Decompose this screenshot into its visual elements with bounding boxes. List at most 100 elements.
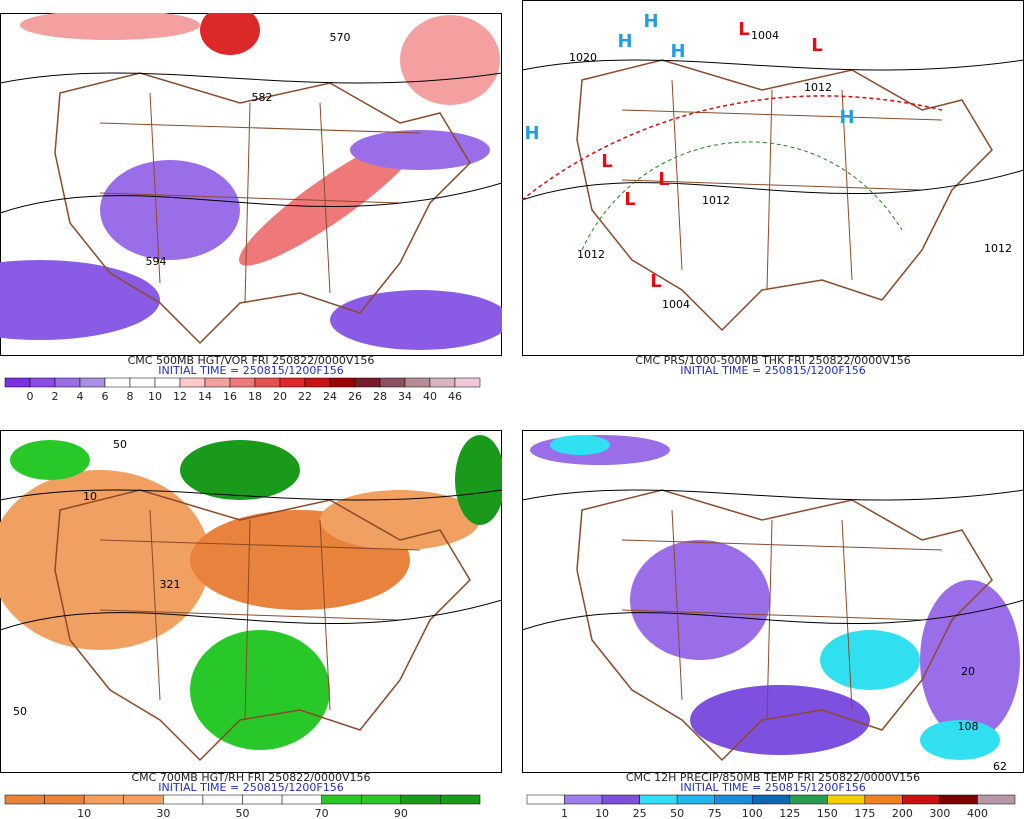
- colorbar-swatch: [254, 377, 281, 388]
- shaded-area: [920, 720, 1000, 760]
- map: [0, 13, 502, 350]
- colorbar-swatch: [163, 794, 204, 805]
- contour: [0, 599, 502, 631]
- shaded-area: [820, 630, 920, 690]
- shaded-area: [200, 13, 260, 55]
- pressure-center: H: [839, 107, 854, 128]
- contour-label: 10: [83, 490, 97, 503]
- state-line: [621, 179, 923, 191]
- thickness-line: [581, 141, 903, 251]
- state-line: [99, 122, 421, 134]
- contour-label: 1012: [577, 248, 605, 261]
- colorbar-label: 10: [77, 807, 91, 819]
- shaded-area: [320, 490, 480, 550]
- colorbar-label: 125: [779, 807, 800, 819]
- colorbar-label: 26: [348, 390, 362, 403]
- initial-time: INITIAL TIME = 250815/1200F156: [680, 781, 865, 794]
- colorbar-swatch: [564, 794, 603, 805]
- shaded-area: [0, 260, 160, 340]
- colorbar-swatch: [939, 794, 978, 805]
- colorbar-label: 16: [223, 390, 237, 403]
- pressure-center: H: [524, 123, 539, 144]
- contour: [522, 599, 1024, 631]
- colorbar-swatch: [676, 794, 715, 805]
- contour-label: 1004: [662, 298, 690, 311]
- contour-label: 108: [958, 720, 979, 733]
- pressure-center: L: [601, 151, 612, 172]
- colorbar-swatch: [202, 794, 243, 805]
- colorbar-label: 34: [398, 390, 412, 403]
- colorbar-swatch: [229, 377, 256, 388]
- shaded-area: [100, 160, 240, 260]
- panel: 570 582 594 CMC 500MB HGT/VOR FRI 250822/00…: [0, 13, 502, 403]
- colorbar-label: 10: [148, 390, 162, 403]
- colorbar-swatch: [864, 794, 903, 805]
- pressure-center: H: [670, 41, 685, 62]
- colorbar-swatch: [329, 377, 356, 388]
- state-line: [841, 519, 853, 711]
- panel-title: CMC 700MB HGT/RH FRI 250822/0000V156: [131, 771, 370, 784]
- state-line: [99, 609, 401, 621]
- shaded-area: [550, 435, 610, 455]
- colorbar-label: 24: [323, 390, 337, 403]
- contour-label: 50: [13, 705, 27, 718]
- colorbar-swatch: [304, 377, 331, 388]
- colorbar-swatch: [429, 377, 456, 388]
- colorbar-swatch: [4, 377, 31, 388]
- shaded-area: [630, 540, 770, 660]
- map: [522, 435, 1024, 762]
- colorbar-swatch: [601, 794, 640, 805]
- contour-label: 20: [961, 665, 975, 678]
- panel: 50 10 321 50 CMC 700MB HGT/RH FRI 250822/000…: [0, 430, 502, 819]
- colorbar-swatch: [354, 377, 381, 388]
- panel: 20 62 108 CMC 12H PRECIP/850MB TEMP FRI 250…: [522, 430, 1024, 819]
- contour-label: 50: [113, 438, 127, 451]
- state-line: [621, 109, 943, 121]
- shaded-area: [239, 134, 421, 266]
- contour: [0, 489, 502, 501]
- colorbar-swatch: [827, 794, 866, 805]
- state-line: [621, 539, 943, 551]
- pressure-center: H: [643, 11, 658, 32]
- colorbar-swatch: [83, 794, 124, 805]
- map: [522, 59, 1024, 332]
- contour-label: 1012: [984, 242, 1012, 255]
- contour: [522, 59, 1024, 71]
- shaded-area: [0, 470, 210, 650]
- panel-title: CMC PRS/1000-500MB THK FRI 250822/0000V1…: [635, 354, 910, 367]
- contour-label: 62: [993, 760, 1007, 773]
- state-line: [319, 519, 331, 711]
- colorbar-swatch: [902, 794, 941, 805]
- colorbar-label: 200: [892, 807, 913, 819]
- colorbar-swatch: [751, 794, 791, 805]
- colorbar-label: 100: [742, 807, 763, 819]
- state-line: [319, 102, 331, 294]
- colorbar-label: 6: [102, 390, 109, 403]
- colorbar-swatch: [639, 794, 678, 805]
- contour-label: 321: [160, 578, 181, 591]
- colorbar-label: 46: [448, 390, 462, 403]
- state-line: [149, 92, 161, 284]
- colorbar-swatch: [789, 794, 828, 805]
- colorbar-swatch: [714, 794, 753, 805]
- shaded-area: [190, 630, 330, 750]
- shaded-area: [400, 15, 500, 105]
- initial-time: INITIAL TIME = 250815/1200F156: [158, 781, 343, 794]
- colorbar-label: 0: [27, 390, 34, 403]
- colorbar-swatch: [129, 377, 156, 388]
- colorbar-swatch: [404, 377, 431, 388]
- colorbar-label: 10: [595, 807, 609, 819]
- colorbar-label: 12: [173, 390, 187, 403]
- colorbar-swatch: [104, 377, 131, 388]
- colorbar-label: 175: [854, 807, 875, 819]
- colorbar-swatch: [440, 794, 481, 805]
- colorbar-swatch: [526, 794, 565, 805]
- colorbar-label: 40: [423, 390, 437, 403]
- pressure-center: L: [738, 19, 749, 40]
- colorbar-label: 18: [248, 390, 262, 403]
- colorbar-label: 75: [708, 807, 722, 819]
- colorbar-label: 2: [52, 390, 59, 403]
- contour: [522, 489, 1024, 501]
- country-outline: [576, 59, 993, 332]
